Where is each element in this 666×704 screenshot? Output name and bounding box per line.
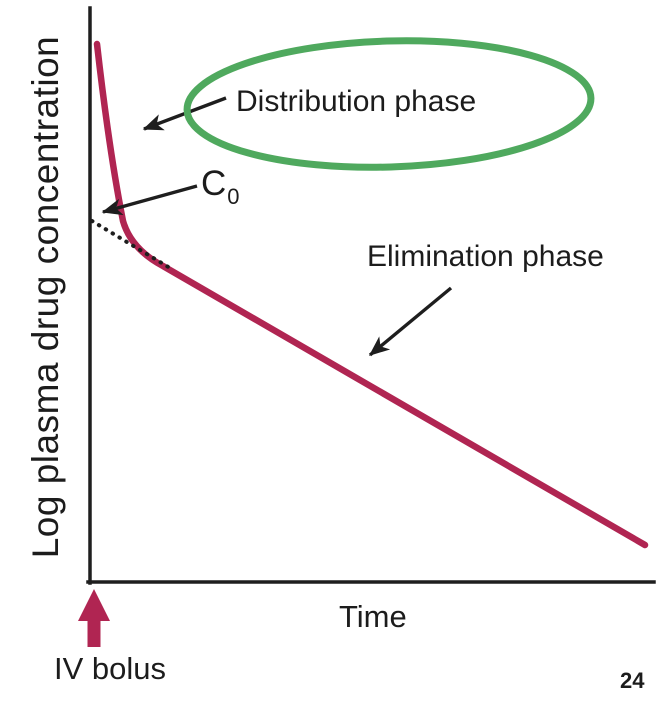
concentration-curve <box>93 40 649 549</box>
iv-bolus-label: IV bolus <box>54 651 167 686</box>
c0-label: C0 <box>201 164 240 208</box>
c0-arrow <box>101 184 198 216</box>
x-axis-label: Time <box>339 599 407 634</box>
elimination-arrow <box>368 286 453 357</box>
y-axis-label: Log plasma drug concentration <box>25 35 66 559</box>
distribution-phase-label: Distribution phase <box>236 85 477 118</box>
c0-subscript-text: 0 <box>227 184 240 209</box>
c0-base-text: C <box>201 164 227 203</box>
elimination-phase-label: Elimination phase <box>367 240 604 273</box>
distribution-highlight-ellipse <box>183 37 595 171</box>
page-number: 24 <box>620 668 645 693</box>
iv-bolus-arrow-icon <box>78 589 110 647</box>
c0-extrapolation-dotted-line <box>90 219 172 270</box>
